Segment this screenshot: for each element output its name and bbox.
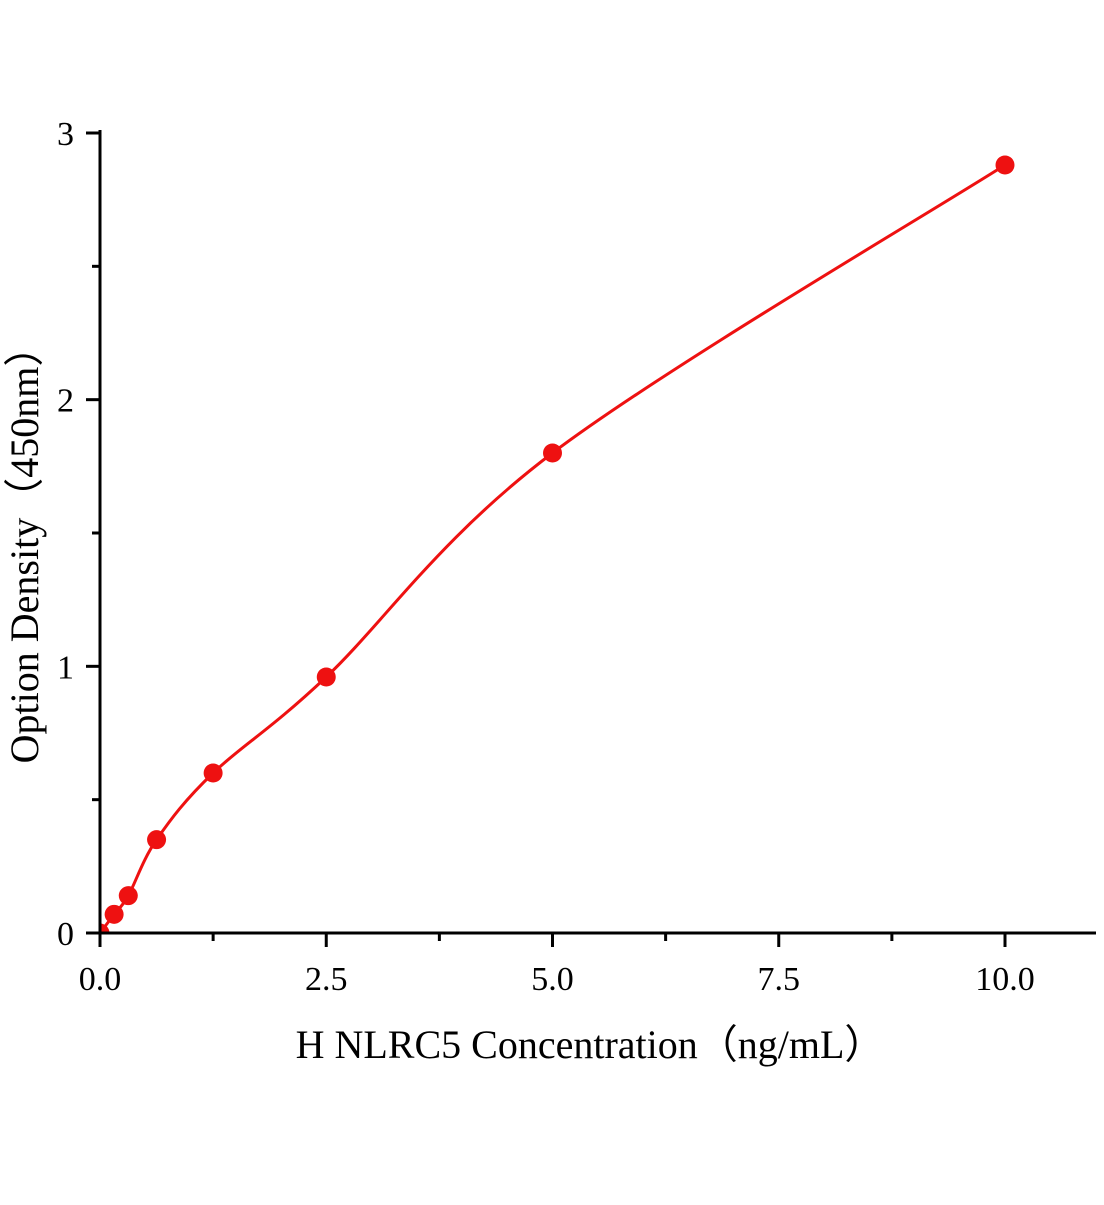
y-axis-label: Option Density（450nm） — [2, 327, 47, 764]
x-tick-label: 0.0 — [79, 961, 122, 998]
data-points-layer — [100, 155, 1015, 933]
data-point — [100, 923, 110, 933]
data-point — [203, 763, 223, 783]
x-ticks: 0.0 2.5 5.0 7.5 10.0 — [79, 933, 1035, 998]
y-tick-label: 2 — [57, 383, 74, 420]
fit-curve — [100, 163, 1006, 933]
x-tick-label: 5.0 — [531, 961, 574, 998]
data-point — [118, 886, 138, 906]
y-ticks: 0 1 2 3 — [57, 116, 100, 953]
y-tick-label: 1 — [57, 649, 74, 686]
y-tick-label: 3 — [57, 116, 74, 153]
y-tick-label: 0 — [57, 916, 74, 953]
x-axis-label: H NLRC5 Concentration（ng/mL） — [296, 1022, 885, 1067]
data-point — [995, 155, 1015, 175]
data-point — [147, 830, 167, 850]
data-point — [543, 443, 562, 463]
fit-curve-layer — [100, 163, 1006, 933]
data-point — [104, 904, 124, 924]
x-tick-label: 10.0 — [975, 961, 1035, 998]
data-point — [316, 667, 336, 687]
x-tick-label: 2.5 — [305, 961, 348, 998]
x-tick-label: 7.5 — [758, 961, 801, 998]
